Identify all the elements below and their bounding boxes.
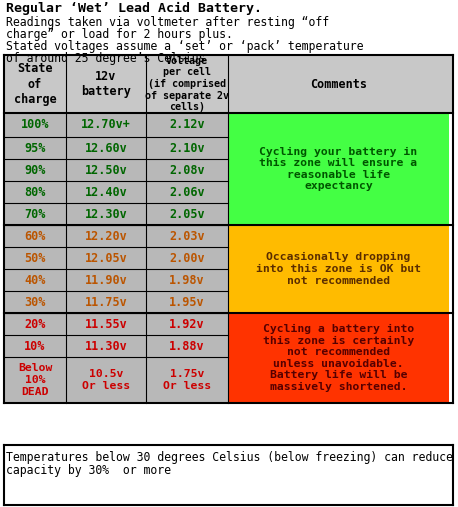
Bar: [66, 313, 146, 335]
Text: 1.88v: 1.88v: [169, 340, 205, 352]
Bar: [4, 313, 66, 335]
Bar: [228, 225, 449, 313]
Text: 2.12v: 2.12v: [169, 119, 205, 131]
Text: State
of
charge: State of charge: [14, 62, 56, 105]
Text: 2.05v: 2.05v: [169, 207, 205, 221]
Bar: [146, 247, 228, 269]
Text: Occasionally dropping
into this zone is OK but
not recommended: Occasionally dropping into this zone is …: [256, 252, 421, 285]
Text: charge” or load for 2 hours plus.: charge” or load for 2 hours plus.: [6, 28, 233, 41]
Text: 1.98v: 1.98v: [169, 273, 205, 286]
Bar: [146, 269, 228, 291]
Text: 10%: 10%: [24, 340, 46, 352]
Bar: [4, 113, 66, 137]
Bar: [228, 113, 449, 225]
Bar: [4, 181, 66, 203]
Bar: [66, 247, 146, 269]
Text: 1.95v: 1.95v: [169, 296, 205, 308]
Bar: [4, 55, 453, 113]
Text: 2.10v: 2.10v: [169, 141, 205, 155]
Text: 40%: 40%: [24, 273, 46, 286]
Bar: [4, 55, 453, 403]
Text: 95%: 95%: [24, 141, 46, 155]
Text: Comments: Comments: [310, 78, 367, 91]
Text: Regular ‘Wet’ Lead Acid Battery.: Regular ‘Wet’ Lead Acid Battery.: [6, 2, 262, 15]
Bar: [66, 159, 146, 181]
Text: 12.05v: 12.05v: [85, 251, 127, 265]
Bar: [66, 357, 146, 403]
Text: Cycling your battery in
this zone will ensure a
reasonable life
expectancy: Cycling your battery in this zone will e…: [259, 147, 418, 192]
Bar: [146, 203, 228, 225]
Text: 80%: 80%: [24, 186, 46, 199]
Text: 12v
battery: 12v battery: [81, 70, 131, 98]
Text: 2.00v: 2.00v: [169, 251, 205, 265]
Text: 11.55v: 11.55v: [85, 317, 127, 331]
Bar: [228, 313, 449, 403]
Text: 1.92v: 1.92v: [169, 317, 205, 331]
Bar: [146, 137, 228, 159]
Text: of around 25 degree’s Celsius: of around 25 degree’s Celsius: [6, 52, 205, 65]
Bar: [4, 203, 66, 225]
Text: Temperatures below 30 degrees Celsius (below freezing) can reduce: Temperatures below 30 degrees Celsius (b…: [6, 451, 453, 464]
Text: 12.50v: 12.50v: [85, 163, 127, 176]
Bar: [4, 269, 66, 291]
Bar: [66, 335, 146, 357]
Bar: [4, 247, 66, 269]
Text: 70%: 70%: [24, 207, 46, 221]
Bar: [146, 225, 228, 247]
Text: 90%: 90%: [24, 163, 46, 176]
Bar: [4, 335, 66, 357]
Bar: [66, 269, 146, 291]
Text: 100%: 100%: [21, 119, 49, 131]
Bar: [146, 181, 228, 203]
Text: Cycling a battery into
this zone is certainly
not recommended
unless unavoidable: Cycling a battery into this zone is cert…: [263, 324, 414, 392]
Text: 10.5v
Or less: 10.5v Or less: [82, 369, 130, 391]
Text: 2.03v: 2.03v: [169, 230, 205, 242]
Text: 2.08v: 2.08v: [169, 163, 205, 176]
Bar: [66, 225, 146, 247]
Text: 2.06v: 2.06v: [169, 186, 205, 199]
Text: 20%: 20%: [24, 317, 46, 331]
Text: 50%: 50%: [24, 251, 46, 265]
Text: 11.75v: 11.75v: [85, 296, 127, 308]
Bar: [66, 137, 146, 159]
Text: Stated voltages assume a ‘set’ or ‘pack’ temperature: Stated voltages assume a ‘set’ or ‘pack’…: [6, 40, 364, 53]
Text: 11.90v: 11.90v: [85, 273, 127, 286]
Bar: [4, 291, 66, 313]
Bar: [4, 445, 453, 505]
Bar: [66, 181, 146, 203]
Text: 12.60v: 12.60v: [85, 141, 127, 155]
Bar: [4, 225, 66, 247]
Bar: [146, 159, 228, 181]
Bar: [146, 113, 228, 137]
Text: 12.20v: 12.20v: [85, 230, 127, 242]
Bar: [146, 291, 228, 313]
Text: 11.30v: 11.30v: [85, 340, 127, 352]
Text: 12.70v+: 12.70v+: [81, 119, 131, 131]
Text: 60%: 60%: [24, 230, 46, 242]
Bar: [66, 203, 146, 225]
Bar: [146, 357, 228, 403]
Text: 12.40v: 12.40v: [85, 186, 127, 199]
Bar: [66, 291, 146, 313]
Text: Below
10%
DEAD: Below 10% DEAD: [18, 364, 52, 396]
Text: 1.75v
Or less: 1.75v Or less: [163, 369, 211, 391]
Bar: [4, 357, 66, 403]
Bar: [146, 313, 228, 335]
Text: capacity by 30%  or more: capacity by 30% or more: [6, 464, 171, 477]
Text: 12.30v: 12.30v: [85, 207, 127, 221]
Bar: [66, 113, 146, 137]
Text: Voltage
per cell
(if comprised
of separate 2v
cells): Voltage per cell (if comprised of separa…: [145, 56, 229, 112]
Text: 30%: 30%: [24, 296, 46, 308]
Bar: [4, 159, 66, 181]
Bar: [4, 137, 66, 159]
Bar: [146, 335, 228, 357]
Text: Readings taken via voltmeter after resting “off: Readings taken via voltmeter after resti…: [6, 16, 329, 29]
